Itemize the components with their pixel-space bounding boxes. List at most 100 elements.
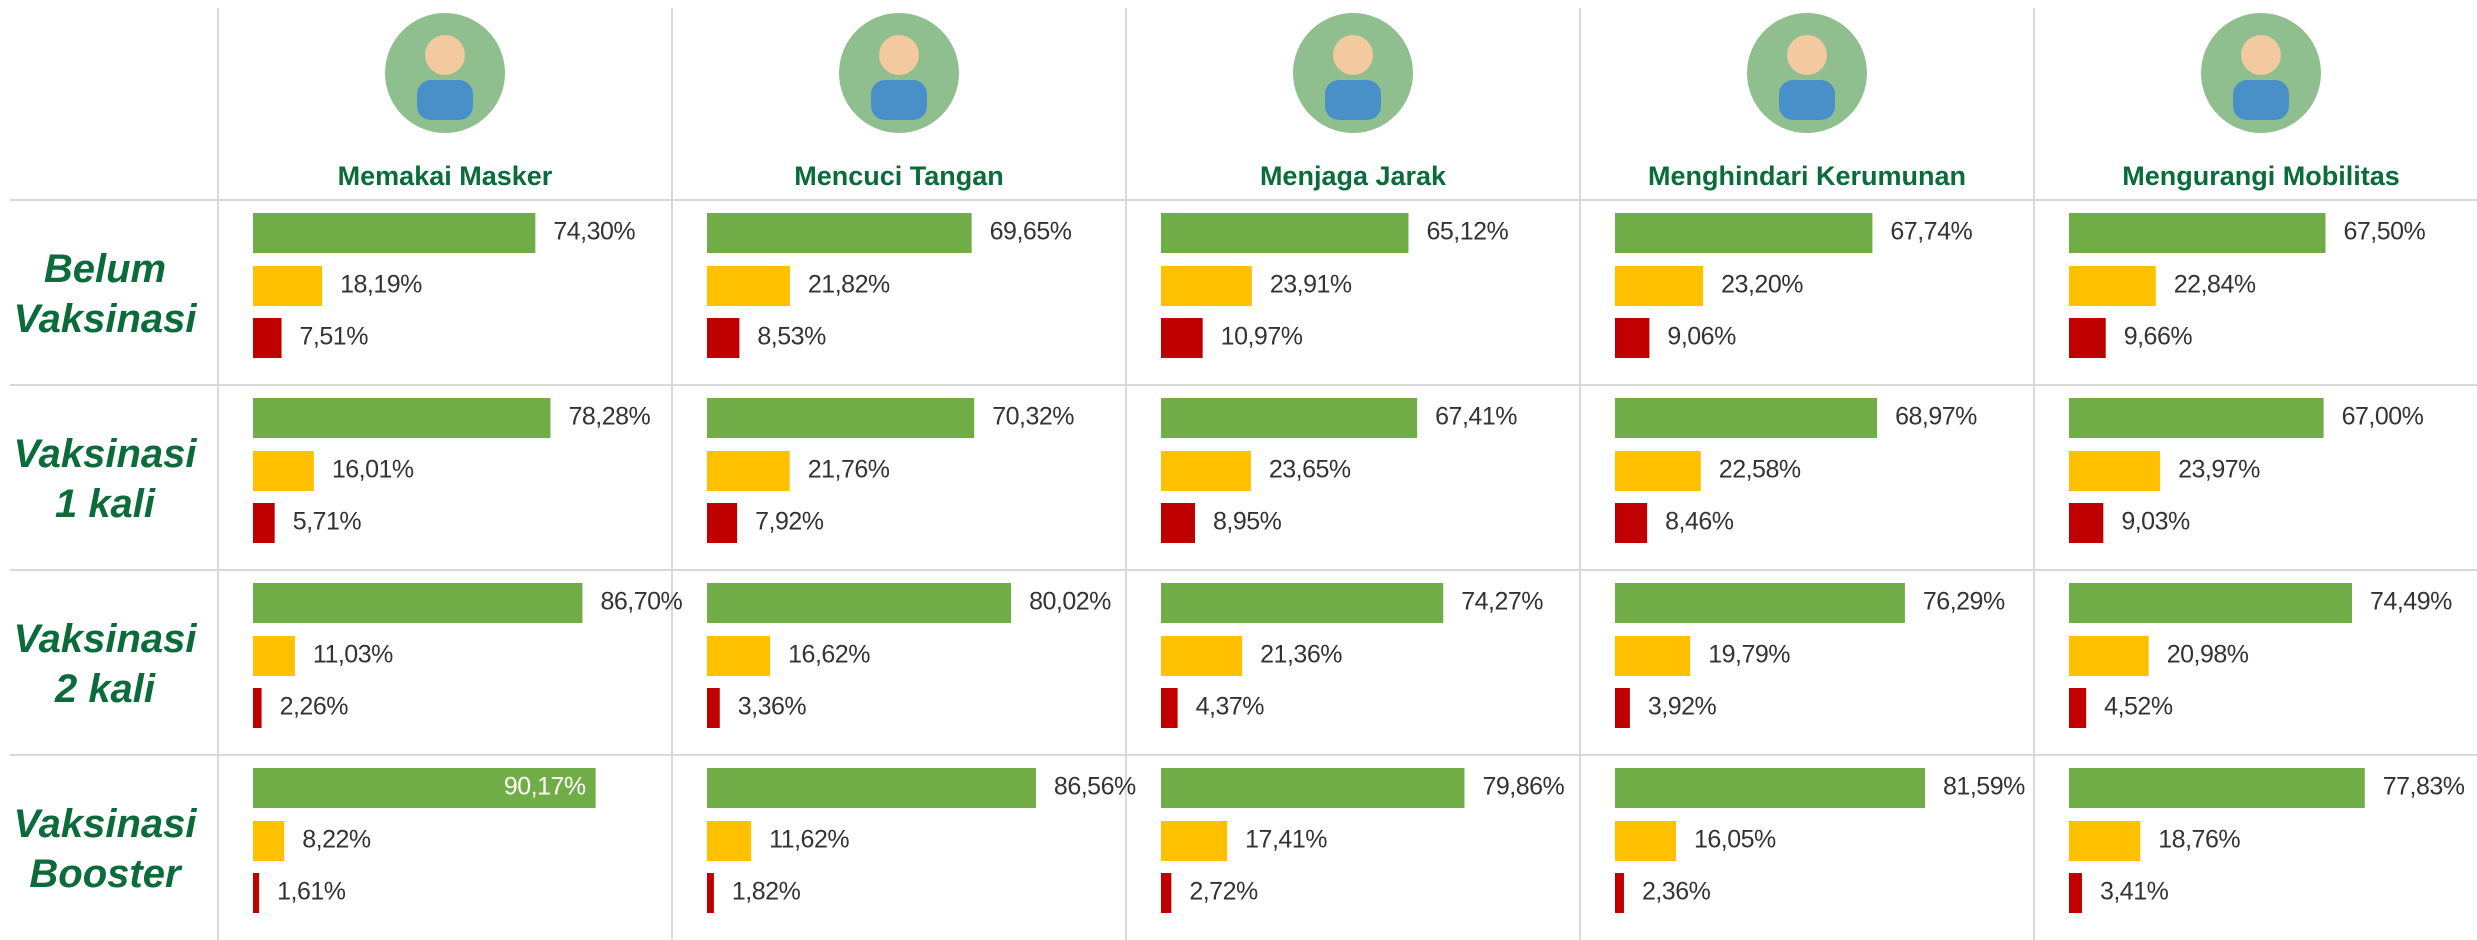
- column-header: Mencuci Tangan: [794, 13, 1004, 191]
- behavior-table: Memakai Masker Mencuci Tangan Menjaga Jara…: [0, 0, 2477, 940]
- value-label: 3,92%: [1648, 693, 1717, 721]
- bar: [1161, 451, 1251, 491]
- bar: [253, 266, 322, 306]
- value-label: 23,20%: [1721, 271, 1803, 299]
- value-label: 18,76%: [2158, 826, 2240, 854]
- value-label: 22,58%: [1719, 456, 1801, 484]
- row-title: Vaksinasi: [13, 802, 197, 846]
- bar: [1615, 821, 1676, 861]
- value-label: 69,65%: [990, 218, 1072, 246]
- bar: [253, 503, 275, 543]
- value-label: 3,41%: [2100, 878, 2169, 906]
- value-label: 9,03%: [2121, 508, 2190, 536]
- bar: [2069, 503, 2103, 543]
- bar: [1615, 318, 1649, 358]
- bar: [1615, 398, 1877, 438]
- row-title: Belum: [44, 247, 166, 291]
- column-icon-detail: [1325, 80, 1381, 120]
- bar: [1161, 318, 1203, 358]
- column-icon-detail: [2233, 80, 2289, 120]
- bar: [2069, 583, 2352, 623]
- value-label: 10,97%: [1221, 323, 1303, 351]
- value-label: 4,37%: [1196, 693, 1265, 721]
- bar: [1161, 873, 1171, 913]
- value-label: 16,01%: [332, 456, 414, 484]
- column-icon-detail: [879, 35, 919, 75]
- column-icon-detail: [871, 80, 927, 120]
- column-header: Menghindari Kerumunan: [1648, 13, 1966, 191]
- column-icon-detail: [417, 80, 473, 120]
- row-title: Vaksinasi: [13, 297, 197, 341]
- value-label: 79,86%: [1482, 773, 1564, 801]
- bar: [707, 768, 1036, 808]
- bar: [1161, 503, 1195, 543]
- value-label: 67,50%: [2344, 218, 2426, 246]
- bar: [253, 636, 295, 676]
- bar: [2069, 688, 2086, 728]
- value-label: 74,27%: [1461, 588, 1543, 616]
- column-icon-detail: [2241, 35, 2281, 75]
- value-label: 17,41%: [1245, 826, 1327, 854]
- value-label: 23,65%: [1269, 456, 1351, 484]
- bar: [253, 318, 282, 358]
- bar: [1161, 636, 1242, 676]
- value-label: 77,83%: [2383, 773, 2465, 801]
- bar: [253, 688, 262, 728]
- value-label: 86,70%: [600, 588, 682, 616]
- bar: [2069, 398, 2324, 438]
- value-label: 2,36%: [1642, 878, 1711, 906]
- column-header: Mengurangi Mobilitas: [2122, 13, 2400, 191]
- bar: [707, 821, 751, 861]
- column-header: Menjaga Jarak: [1260, 13, 1447, 191]
- bar: [253, 873, 259, 913]
- value-label: 4,52%: [2104, 693, 2173, 721]
- bar: [1615, 266, 1703, 306]
- bar: [2069, 266, 2156, 306]
- bar: [253, 398, 550, 438]
- value-label: 16,62%: [788, 641, 870, 669]
- bar: [1161, 821, 1227, 861]
- value-label: 7,92%: [755, 508, 824, 536]
- bar: [707, 451, 790, 491]
- column-icon-detail: [1333, 35, 1373, 75]
- value-label: 7,51%: [300, 323, 369, 351]
- column-icon-detail: [425, 35, 465, 75]
- value-label: 67,00%: [2342, 403, 2424, 431]
- row-title: Booster: [29, 852, 183, 896]
- value-label: 23,91%: [1270, 271, 1352, 299]
- bar: [1161, 768, 1464, 808]
- bar: [253, 821, 284, 861]
- bar: [1615, 503, 1647, 543]
- bar: [707, 583, 1011, 623]
- bar: [707, 503, 737, 543]
- bar: [1615, 451, 1701, 491]
- column-title: Memakai Masker: [338, 161, 553, 191]
- value-label: 90,17%: [504, 773, 586, 801]
- value-label: 21,76%: [808, 456, 890, 484]
- value-label: 81,59%: [1943, 773, 2025, 801]
- column-icon-detail: [1779, 80, 1835, 120]
- bar: [253, 451, 314, 491]
- value-label: 1,82%: [732, 878, 801, 906]
- value-label: 80,02%: [1029, 588, 1111, 616]
- value-label: 67,74%: [1890, 218, 1972, 246]
- value-label: 16,05%: [1694, 826, 1776, 854]
- value-label: 2,26%: [280, 693, 349, 721]
- row-title: 1 kali: [55, 482, 156, 526]
- bar: [2069, 768, 2365, 808]
- row-title: 2 kali: [54, 667, 156, 711]
- value-label: 22,84%: [2174, 271, 2256, 299]
- column-header: Memakai Masker: [338, 13, 553, 191]
- value-label: 21,36%: [1260, 641, 1342, 669]
- bar: [1161, 688, 1178, 728]
- value-label: 8,22%: [302, 826, 371, 854]
- bar: [2069, 636, 2149, 676]
- row-title: Vaksinasi: [13, 617, 197, 661]
- value-label: 67,41%: [1435, 403, 1517, 431]
- bar: [253, 583, 582, 623]
- bar: [1615, 213, 1872, 253]
- value-label: 8,46%: [1665, 508, 1734, 536]
- value-label: 78,28%: [568, 403, 650, 431]
- value-label: 86,56%: [1054, 773, 1136, 801]
- bar: [253, 213, 535, 253]
